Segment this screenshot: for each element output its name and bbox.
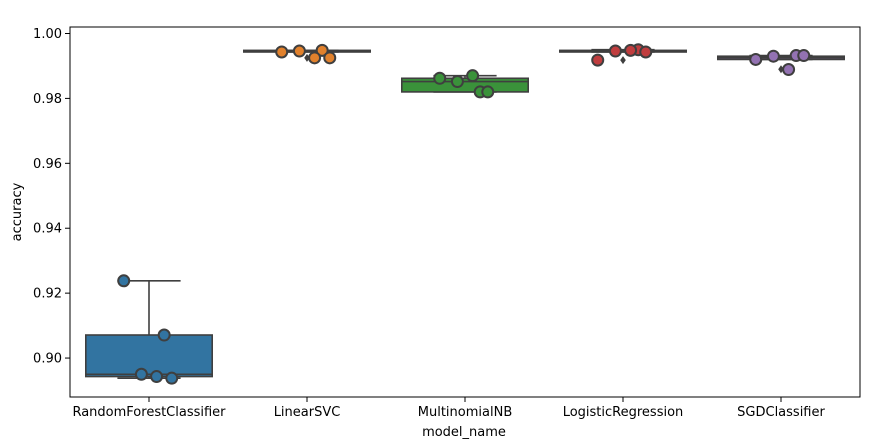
y-axis-label: accuracy (10, 182, 25, 241)
outlier-marker (778, 65, 784, 74)
data-point (608, 44, 622, 58)
box (400, 77, 529, 93)
data-point (797, 49, 811, 63)
data-point (150, 370, 164, 384)
x-tick-label: MultinomialNB (418, 405, 512, 420)
data-point (134, 367, 148, 381)
outlier-marker (620, 56, 626, 65)
y-tick-label: 1.00 (33, 27, 62, 42)
data-point (749, 52, 763, 66)
data-point (157, 328, 171, 342)
y-axis: 0.90 0.92 0.94 0.96 0.98 1.00 (33, 27, 70, 367)
data-point (308, 51, 322, 65)
box-group-4 (558, 43, 687, 67)
x-tick-label: LinearSVC (274, 405, 341, 420)
y-tick-label: 0.94 (33, 222, 62, 237)
box-group-5 (716, 49, 845, 77)
y-tick-label: 0.96 (33, 157, 62, 172)
data-point (481, 85, 495, 99)
data-point (782, 63, 796, 77)
data-point (466, 69, 480, 83)
y-tick-label: 0.92 (33, 287, 62, 302)
data-point (165, 371, 179, 385)
data-point (433, 71, 447, 85)
y-tick-label: 0.90 (33, 352, 62, 367)
box-group-2 (243, 43, 372, 65)
box (85, 334, 214, 378)
x-tick-label: RandomForestClassifier (72, 405, 226, 420)
data-point (275, 45, 289, 59)
x-axis: RandomForestClassifier LinearSVC Multinomi… (72, 397, 825, 420)
data-point (315, 43, 329, 57)
y-tick-label: 0.98 (33, 92, 62, 107)
data-point (624, 43, 638, 57)
x-tick-label: LogisticRegression (563, 405, 684, 420)
data-point (766, 49, 780, 63)
data-point (292, 44, 306, 58)
data-point (117, 274, 131, 288)
data-point (591, 53, 605, 67)
box-group-3 (400, 69, 529, 99)
x-tick-label: SGDClassifier (737, 405, 825, 420)
x-axis-label: model_name (422, 425, 506, 440)
data-point (639, 45, 653, 59)
data-point (323, 51, 337, 65)
data-point (450, 75, 464, 89)
box-group-1 (85, 274, 214, 385)
plot-area (69, 26, 861, 398)
